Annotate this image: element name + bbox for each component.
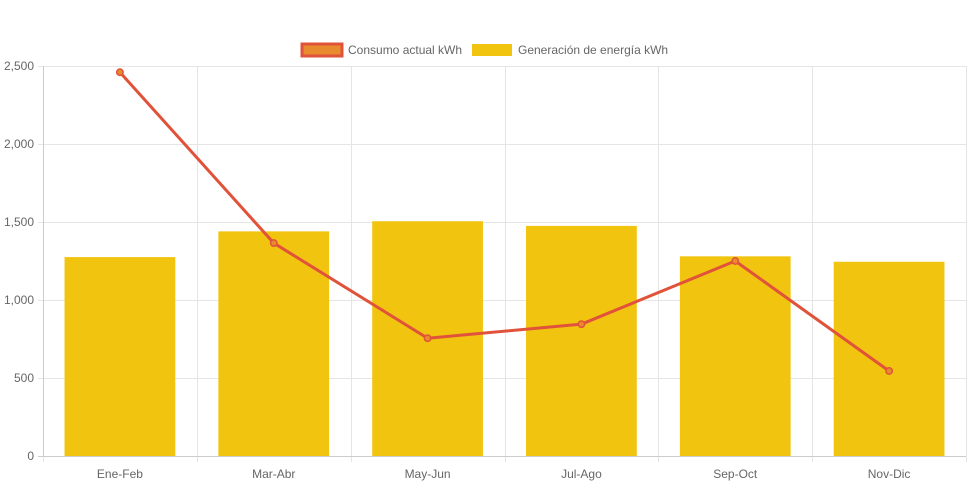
legend-item-consumo[interactable]: Consumo actual kWh <box>300 42 462 58</box>
x-tick-label: Sep-Oct <box>713 467 758 481</box>
point-consumo[interactable] <box>269 239 278 248</box>
legend-swatch-consumo <box>300 42 344 58</box>
bar-generacion[interactable] <box>64 257 176 456</box>
x-tick-label: Ene-Feb <box>97 467 143 481</box>
y-tick-label: 0 <box>27 449 34 463</box>
x-tick-label: Jul-Ago <box>561 467 602 481</box>
bar-generacion[interactable] <box>218 231 330 456</box>
legend-label-generacion: Generación de energía kWh <box>518 43 668 57</box>
point-consumo[interactable] <box>731 257 740 265</box>
y-tick-label: 1,500 <box>4 215 34 229</box>
y-tick-label: 2,500 <box>4 59 34 73</box>
legend: Consumo actual kWh Generación de energía… <box>300 42 668 58</box>
grid-layer <box>38 66 967 462</box>
point-consumo[interactable] <box>885 367 894 375</box>
x-tick-label: May-Jun <box>405 467 451 481</box>
line-consumo <box>118 71 890 373</box>
legend-swatch-generacion <box>472 44 512 56</box>
legend-item-generacion[interactable]: Generación de energía kWh <box>472 43 668 57</box>
x-tick-label: Nov-Dic <box>868 467 911 481</box>
y-tick-label: 500 <box>14 371 34 385</box>
legend-label-consumo: Consumo actual kWh <box>348 43 462 57</box>
bar-generacion[interactable] <box>833 261 945 456</box>
x-tick-label: Mar-Abr <box>252 467 295 481</box>
point-consumo[interactable] <box>423 334 432 343</box>
point-consumo[interactable] <box>115 68 124 77</box>
line-layer <box>115 68 894 375</box>
bar-generacion[interactable] <box>526 225 637 456</box>
axis-layer: 0 500 1,000 1,500 2,000 2,500 Ene-Feb Mar-Abr Ma… <box>4 59 966 481</box>
point-consumo[interactable] <box>577 320 586 329</box>
y-tick-label: 2,000 <box>4 137 34 151</box>
bar-generacion[interactable] <box>679 256 791 456</box>
y-tick-label: 1,000 <box>4 293 34 307</box>
